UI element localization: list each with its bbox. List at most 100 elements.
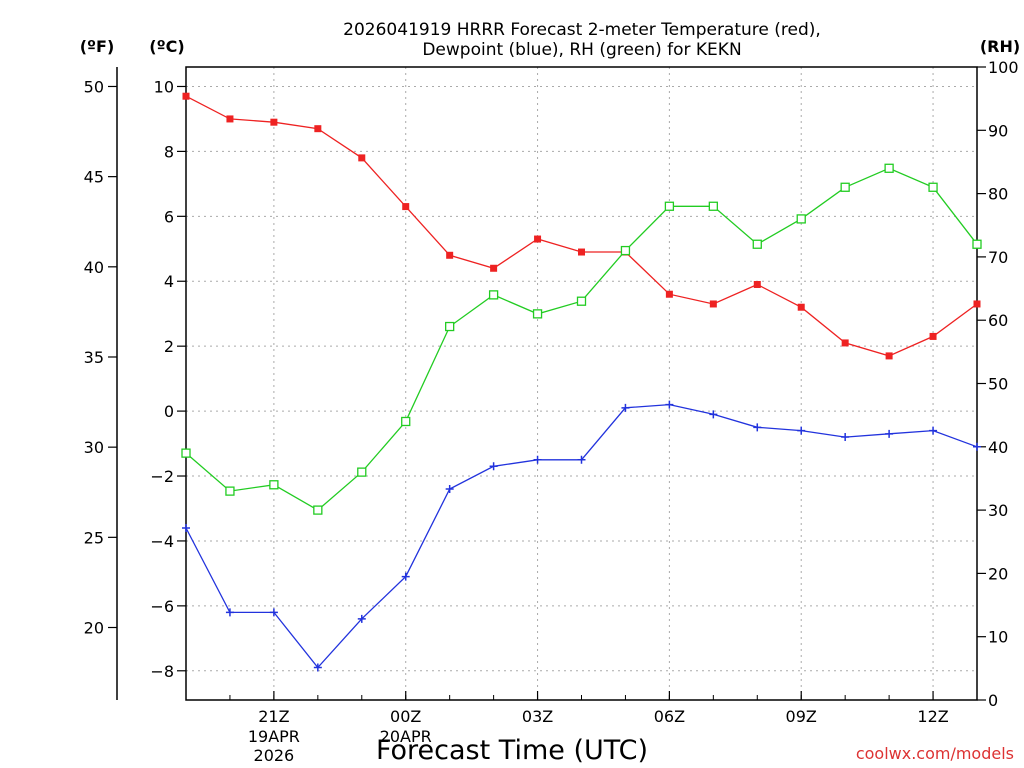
rh-tick-label: 80	[988, 185, 1008, 204]
rh-unit-label: (RH)	[980, 37, 1020, 56]
chart-title-line2: Dewpoint (blue), RH (green) for KEKN	[422, 40, 741, 60]
plot-frame	[185, 66, 978, 701]
dewpoint-point	[269, 608, 278, 617]
rh-point	[576, 296, 587, 306]
rh-point	[840, 182, 850, 192]
dewpoint-point	[182, 523, 190, 532]
dewpoint-point	[841, 433, 850, 442]
temperature-point	[534, 235, 542, 243]
rh-point	[181, 448, 191, 458]
chart-grid	[186, 67, 977, 700]
rh-point	[620, 245, 631, 256]
dewpoint-point	[533, 455, 542, 464]
temperature-point	[578, 248, 585, 256]
temperature-point	[841, 339, 849, 347]
celsius-tick-label: 0	[164, 402, 174, 421]
dewpoint-point	[621, 403, 630, 412]
chart-title-line1: 2026041919 HRRR Forecast 2-meter Tempera…	[343, 20, 821, 40]
dewpoint-point	[445, 485, 454, 493]
dewpoint-point	[225, 608, 234, 617]
temperature-point	[270, 118, 278, 126]
rh-point	[708, 201, 718, 211]
celsius-tick-label: 2	[164, 337, 174, 356]
dewpoint-point	[577, 455, 586, 464]
rh-point	[313, 505, 323, 515]
x-tick-date-label: 19APR	[248, 727, 300, 746]
x-axis-title: Forecast Time (UTC)	[376, 735, 648, 766]
fahrenheit-tick-label: 35	[84, 348, 104, 367]
rh-point	[928, 182, 938, 192]
celsius-tick-label: −8	[150, 662, 174, 681]
axes-ticks-labels: 1086420−2−4−6−85045403530252010090807060…	[84, 58, 1019, 765]
rh-point	[401, 416, 411, 427]
temperature-point	[709, 300, 717, 308]
fahrenheit-tick-label: 45	[84, 168, 104, 187]
temperature-point	[490, 264, 498, 272]
celsius-tick-label: −6	[150, 597, 174, 616]
rh-point	[357, 467, 367, 477]
x-tick-label: 03Z	[522, 707, 553, 726]
rh-point	[664, 201, 675, 211]
x-tick-year-label: 2026	[254, 746, 295, 765]
temperature-point	[182, 92, 190, 100]
rh-point	[269, 480, 279, 490]
rh-point	[884, 163, 894, 173]
rh-tick-label: 60	[988, 311, 1008, 330]
rh-tick-label: 40	[988, 438, 1008, 457]
rh-point	[972, 239, 982, 249]
rh-tick-label: 20	[988, 564, 1008, 583]
rh-tick-label: 70	[988, 248, 1008, 267]
fahrenheit-unit-label: (ºF)	[80, 37, 115, 56]
dewpoint-point	[797, 426, 806, 435]
dewpoint-point	[973, 442, 981, 451]
temperature-point	[665, 290, 673, 298]
x-tick-label: 09Z	[786, 707, 817, 726]
rh-point	[532, 309, 543, 319]
fahrenheit-tick-label: 50	[84, 77, 104, 96]
dewpoint-point	[357, 614, 366, 623]
series-rh	[181, 163, 982, 515]
celsius-unit-label: (ºC)	[149, 37, 184, 56]
x-tick-label: 00Z	[390, 707, 421, 726]
rh-point	[445, 321, 455, 332]
temperature-point	[973, 300, 981, 308]
dewpoint-point	[489, 462, 498, 471]
rh-point	[796, 214, 806, 224]
celsius-tick-label: −2	[150, 467, 174, 486]
rh-tick-label: 0	[988, 691, 998, 710]
rh-tick-label: 10	[988, 628, 1008, 647]
temperature-point	[358, 154, 366, 162]
celsius-tick-label: 4	[164, 272, 174, 291]
fahrenheit-tick-label: 25	[84, 528, 104, 547]
fahrenheit-tick-label: 30	[84, 438, 104, 457]
x-tick-label: 21Z	[258, 707, 289, 726]
watermark: coolwx.com/models	[856, 744, 1014, 763]
temperature-point	[402, 203, 410, 211]
rh-tick-label: 30	[988, 501, 1008, 520]
rh-tick-label: 100	[988, 58, 1019, 77]
celsius-tick-label: 10	[154, 77, 174, 96]
temperature-point	[446, 251, 454, 259]
temperature-point	[885, 352, 893, 360]
dewpoint-point	[401, 572, 410, 581]
x-tick-label: 06Z	[654, 707, 685, 726]
temperature-point	[753, 280, 761, 288]
dewpoint-point	[709, 410, 718, 419]
dewpoint-point	[313, 663, 322, 672]
x-tick-date-label: 20APR	[380, 727, 432, 746]
rh-tick-label: 90	[988, 121, 1008, 140]
series-line-dewpoint	[185, 403, 978, 669]
temperature-point	[314, 125, 322, 133]
rh-point	[225, 486, 235, 496]
dewpoint-point	[929, 426, 938, 435]
dewpoint-point	[665, 400, 674, 409]
dewpoint-point	[753, 423, 762, 432]
rh-point	[752, 239, 762, 249]
series-dewpoint	[182, 400, 981, 672]
series-temperature	[182, 92, 981, 360]
series-line-temperature	[185, 95, 978, 357]
celsius-tick-label: −4	[150, 532, 174, 551]
temperature-point	[929, 332, 937, 340]
series-layer	[181, 92, 982, 672]
